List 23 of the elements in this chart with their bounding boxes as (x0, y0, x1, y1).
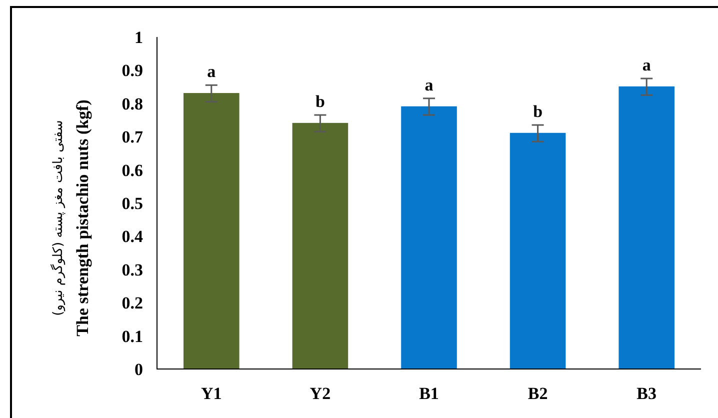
y-axis-title: The strength pistachio nuts (kgf) (73, 100, 92, 336)
y-tick-label: 0.1 (122, 326, 143, 346)
x-tick-label: Y1 (201, 384, 222, 403)
x-tick-label: B3 (636, 384, 657, 403)
y-tick-label: 0.5 (122, 194, 143, 213)
y-tick-label: 0.8 (122, 94, 143, 114)
y-tick-label: 0.6 (122, 160, 143, 180)
data-label: a (424, 75, 434, 94)
x-tick-label: B2 (528, 384, 548, 403)
y-tick-label: 0.9 (122, 61, 143, 80)
data-label: a (207, 62, 216, 82)
y-tick-label: 0.7 (122, 128, 144, 147)
y-tick-label: 0.4 (122, 227, 144, 246)
data-label: a (642, 56, 652, 74)
x-tick-label: Y2 (310, 384, 331, 403)
text: سفتی بافت مغز پسته (کلوگرم نیرو) (50, 120, 66, 316)
y-tick-label: 1 (134, 28, 143, 47)
y-tick-label: 0 (134, 360, 143, 379)
data-label: b (533, 102, 543, 121)
x-tick-label: B1 (419, 384, 439, 403)
y-tick-label: 0.2 (122, 294, 143, 313)
data-label: b (315, 92, 325, 112)
y-tick-label: 0.3 (122, 260, 143, 280)
